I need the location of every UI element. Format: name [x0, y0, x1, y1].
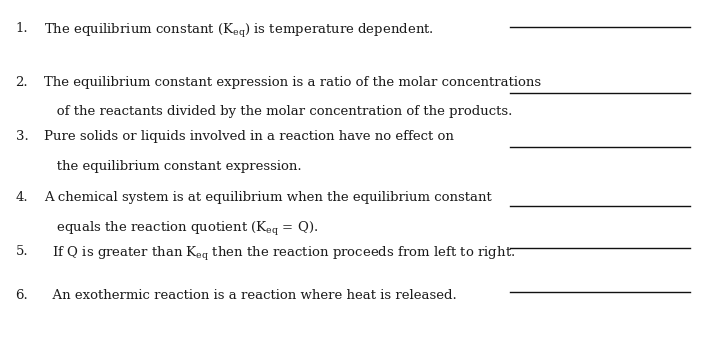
- Text: The equilibrium constant expression is a ratio of the molar concentrations: The equilibrium constant expression is a…: [44, 76, 541, 89]
- Text: The equilibrium constant (K$_{\mathregular{eq}}$) is temperature dependent.: The equilibrium constant (K$_{\mathregul…: [44, 22, 434, 40]
- Text: of the reactants divided by the molar concentration of the products.: of the reactants divided by the molar co…: [44, 105, 513, 118]
- Text: the equilibrium constant expression.: the equilibrium constant expression.: [44, 160, 302, 172]
- Text: 2.: 2.: [16, 76, 28, 89]
- Text: 6.: 6.: [16, 289, 28, 302]
- Text: 4.: 4.: [16, 191, 28, 204]
- Text: 5.: 5.: [16, 245, 28, 258]
- Text: 3.: 3.: [16, 130, 28, 143]
- Text: Pure solids or liquids involved in a reaction have no effect on: Pure solids or liquids involved in a rea…: [44, 130, 454, 143]
- Text: 1.: 1.: [16, 22, 28, 35]
- Text: equals the reaction quotient (K$_{\mathregular{eq}}$ = Q).: equals the reaction quotient (K$_{\mathr…: [44, 220, 318, 238]
- Text: An exothermic reaction is a reaction where heat is released.: An exothermic reaction is a reaction whe…: [44, 289, 457, 302]
- Text: If Q is greater than K$_{\mathregular{eq}}$ then the reaction proceeds from left: If Q is greater than K$_{\mathregular{eq…: [44, 245, 515, 263]
- Text: A chemical system is at equilibrium when the equilibrium constant: A chemical system is at equilibrium when…: [44, 191, 491, 204]
